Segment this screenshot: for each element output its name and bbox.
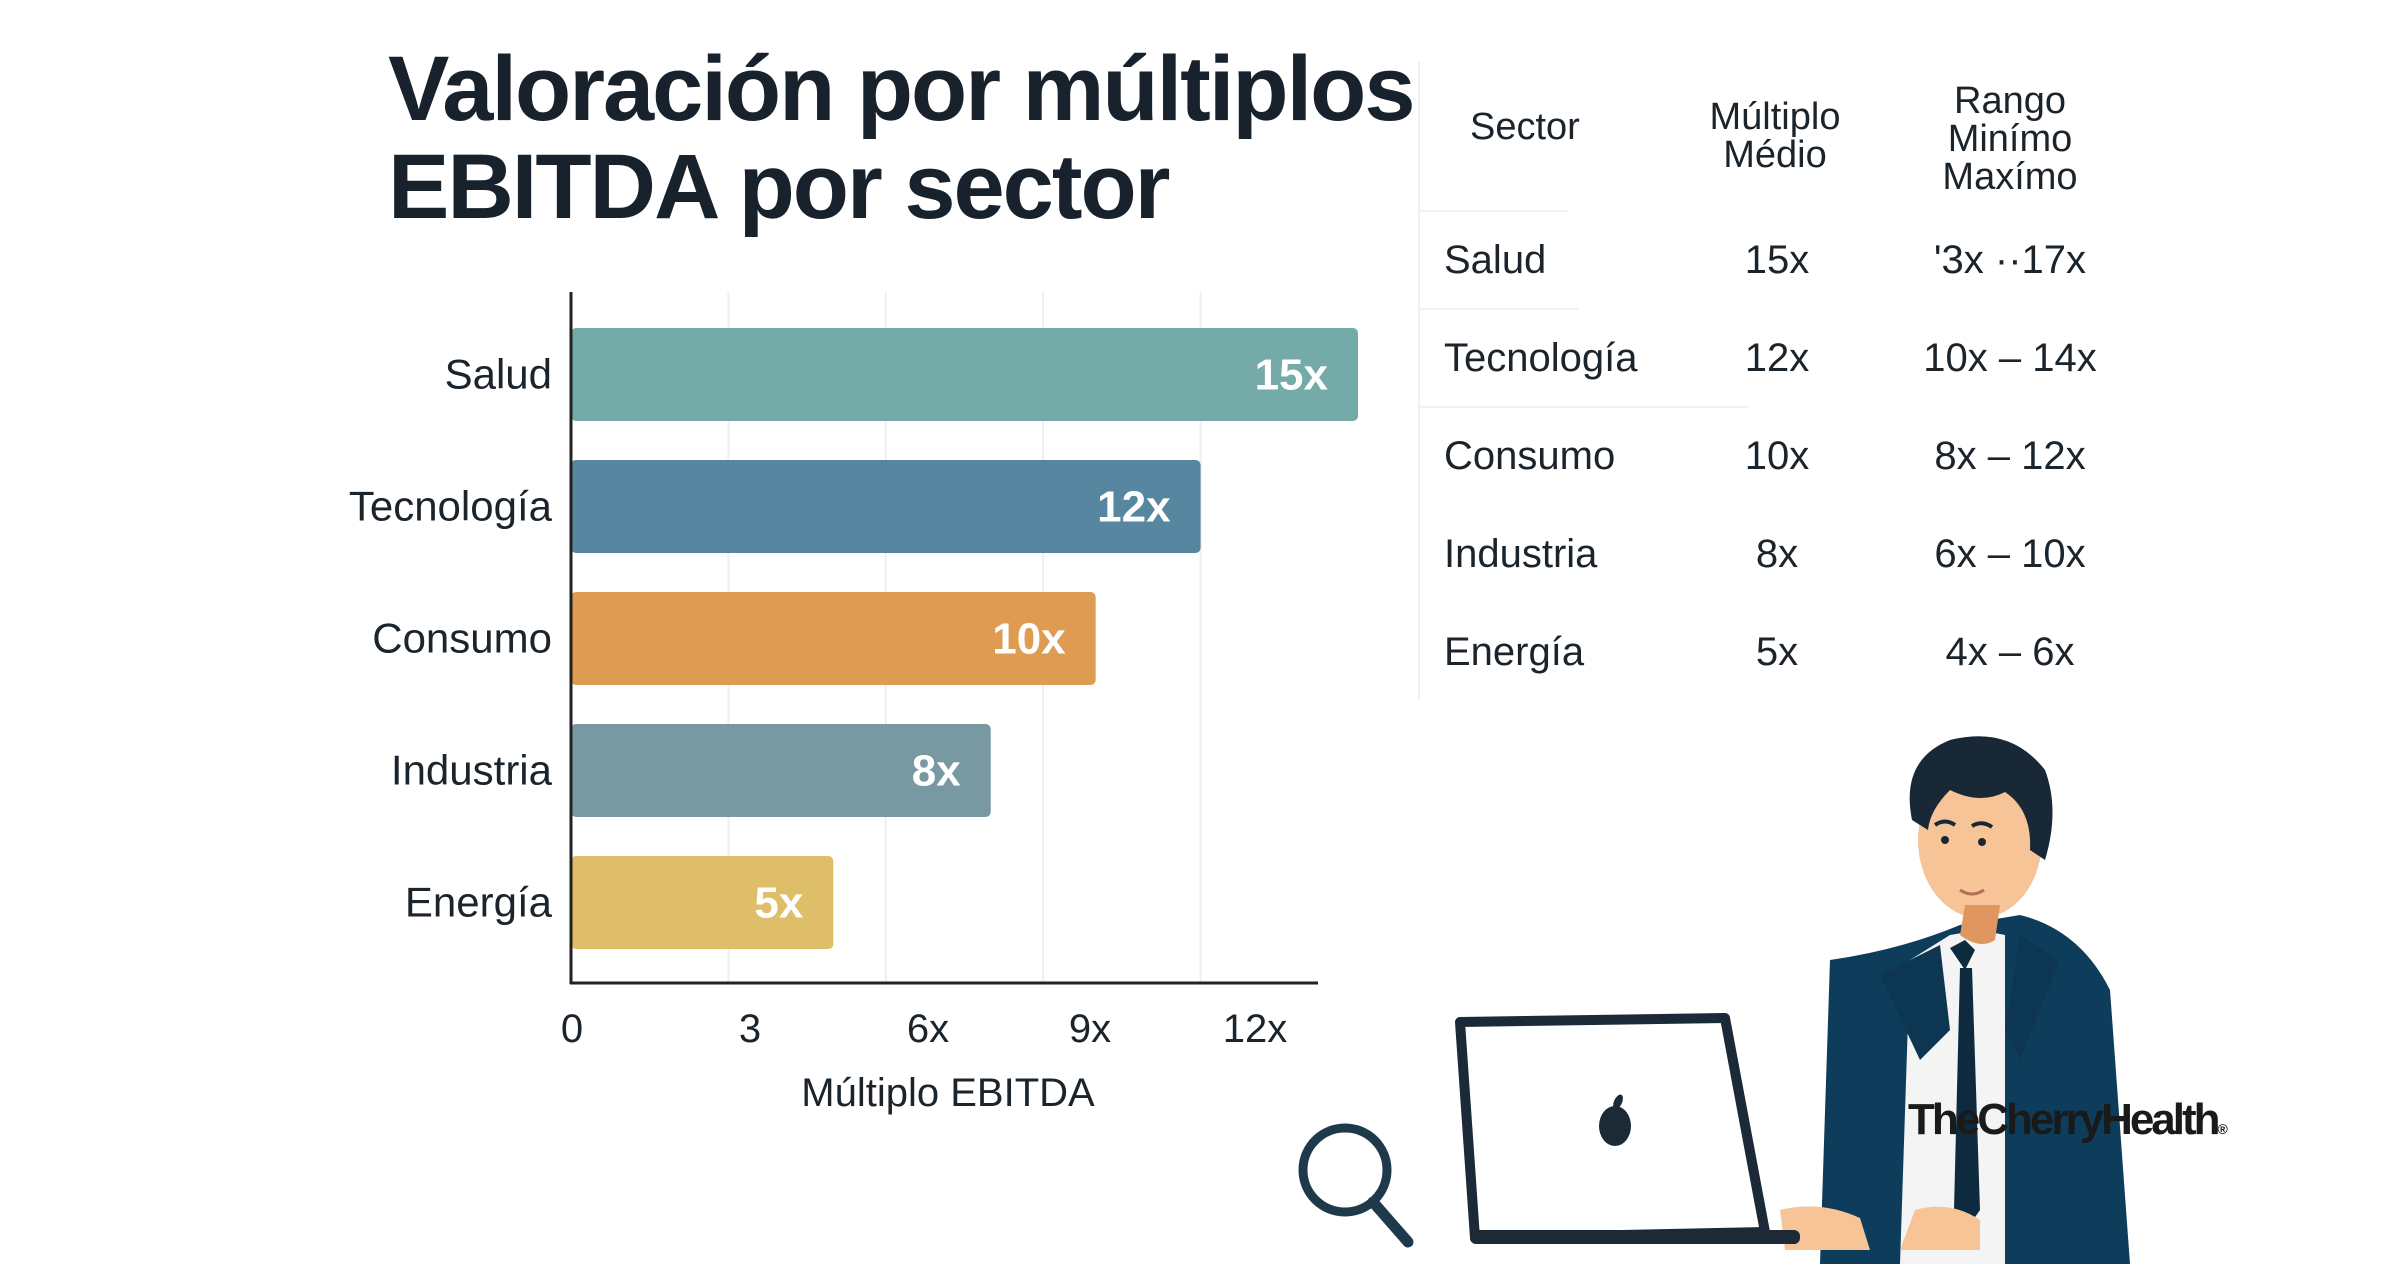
cell-medio: 12x — [1744, 336, 1810, 380]
cell-rango: 8x – 12x — [1934, 434, 2086, 478]
businessman-illustration — [1298, 736, 2130, 1264]
header-rango-line3: Maxímo — [1942, 156, 2078, 198]
cell-rango: 6x – 10x — [1934, 532, 2086, 576]
cell-rango: 10x – 14x — [1923, 336, 2097, 380]
table-row: Salud 15x '3x ··17x — [1418, 210, 2086, 308]
bar-value-label: 12x — [1097, 483, 1171, 532]
cell-sector: Consumo — [1444, 434, 1616, 478]
bar-chart: 15x Salud 12x Tecnología 10x Consumo 8x Industr… — [349, 292, 1358, 1115]
row-divider — [1418, 210, 1568, 212]
header-rango-line1: Rango — [1954, 80, 2066, 122]
cell-rango: 4x – 6x — [1945, 630, 2075, 674]
cell-sector: Energía — [1444, 630, 1585, 674]
cell-sector: Salud — [1444, 238, 1547, 282]
cell-medio: 15x — [1744, 238, 1810, 282]
cell-medio: 10x — [1744, 434, 1810, 478]
title-line-1: Valoración por múltiplos — [388, 38, 1415, 140]
header-medio: Múltiplo Médio — [1690, 98, 1860, 174]
title-line-2: EBITDA por sector — [388, 136, 1170, 238]
row-divider — [1418, 308, 1578, 310]
y-category-label: Tecnología — [349, 483, 553, 530]
x-tick-label: 12x — [1223, 1007, 1288, 1051]
header-medio-line1: Múltiplo — [1709, 96, 1841, 138]
brand-text: TheCherryHealth — [1908, 1095, 2221, 1144]
x-axis-title: Múltiplo EBITDA — [801, 1071, 1095, 1115]
bar-industria — [571, 724, 991, 817]
bar-consumo — [571, 592, 1096, 685]
cell-sector: Industria — [1444, 532, 1598, 576]
x-tick-label: 9x — [1069, 1007, 1111, 1051]
person-figure — [1780, 736, 2130, 1264]
table-row: Tecnología 12x 10x – 14x — [1418, 308, 2097, 406]
cell-medio: 5x — [1755, 630, 1799, 674]
x-tick-label: 6x — [907, 1007, 949, 1051]
bar-value-label: 10x — [992, 615, 1066, 664]
table-row: Energía 5x 4x – 6x — [1418, 602, 2074, 700]
chart-bars: 15x Salud 12x Tecnología 10x Consumo 8x Industr… — [349, 328, 1358, 949]
brand-mark: ® — [2217, 1121, 2228, 1137]
bar-tecnología — [571, 460, 1201, 553]
laptop-icon — [1455, 1013, 1800, 1244]
cell-sector: Tecnología — [1444, 336, 1638, 380]
bar-value-label: 5x — [754, 879, 803, 928]
header-rango-line2: Minímo — [1947, 118, 2073, 160]
table-header: Sector Múltiplo Médio Rango Minímo Maxím… — [1418, 62, 2078, 210]
bar-energía — [571, 856, 834, 949]
x-tick-label: 0 — [561, 1007, 583, 1051]
y-category-label: Energía — [405, 879, 553, 926]
magnifier-icon — [1298, 1123, 1414, 1248]
y-category-label: Salud — [445, 351, 552, 398]
bar-value-label: 8x — [912, 747, 961, 796]
cell-rango: '3x ··17x — [1933, 238, 2087, 282]
cell-medio: 8x — [1755, 532, 1799, 576]
brand-watermark: TheCherryHealth® — [1908, 1095, 2228, 1145]
table-row: Consumo 10x 8x – 12x — [1418, 406, 2086, 504]
header-medio-line2: Médio — [1723, 134, 1827, 176]
y-category-label: Consumo — [372, 615, 552, 662]
x-tick-label: 3 — [739, 1007, 761, 1051]
header-sector: Sector — [1470, 106, 1580, 148]
page-title: Valoración por múltiplos EBITDA por sect… — [388, 38, 1415, 238]
bar-value-label: 15x — [1255, 351, 1329, 400]
table-row: Industria 8x 6x – 10x — [1418, 504, 2086, 602]
x-axis-ticks: 0 3 6x 9x 12x — [561, 1007, 1287, 1051]
row-divider — [1418, 406, 1748, 408]
apple-logo-icon — [1599, 1094, 1631, 1146]
bar-salud — [571, 328, 1358, 421]
y-category-label: Industria — [391, 747, 553, 794]
header-rango: Rango Minímo Maxímo — [1920, 82, 2100, 196]
